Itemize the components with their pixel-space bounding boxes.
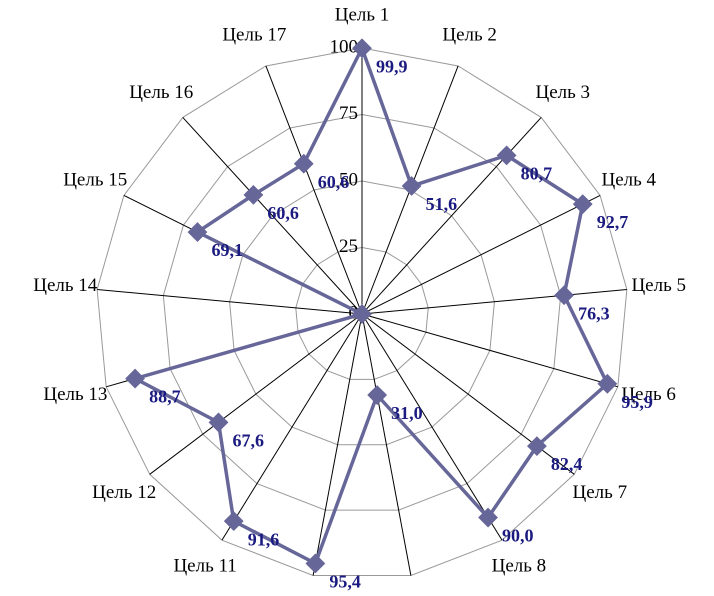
value-label: 67,6 (233, 430, 264, 450)
marker (496, 145, 517, 166)
value-label: 60,6 (267, 203, 299, 223)
category-label: Цель 1 (335, 4, 390, 25)
category-label: Цель 15 (63, 170, 127, 191)
grid-ring (229, 180, 495, 446)
marker (597, 373, 618, 394)
marker (554, 285, 574, 306)
axis-tick-label: 100 (330, 36, 359, 57)
value-label: 51,6 (426, 194, 458, 214)
value-label: 69,1 (211, 240, 243, 260)
category-label: Цель 13 (43, 384, 107, 405)
value-label: 91,6 (248, 529, 279, 549)
axis-tick-label: 75 (339, 103, 358, 124)
axis-tick-label: 50 (339, 169, 358, 190)
category-label: Цель 17 (222, 24, 286, 45)
value-label: 82,4 (551, 454, 583, 474)
spoke (149, 313, 363, 475)
spoke (361, 313, 503, 541)
category-label: Цель 3 (535, 82, 590, 103)
axis-tick-label: 25 (339, 236, 358, 257)
value-label: 60,6 (318, 172, 350, 192)
marker (367, 385, 388, 405)
marker (187, 222, 208, 242)
spoke (221, 313, 363, 541)
spoke (182, 117, 363, 315)
category-label: Цель 11 (173, 556, 236, 577)
marker (305, 553, 326, 574)
spoke (361, 288, 627, 315)
category-label: Цель 8 (492, 556, 547, 577)
grid-ring (96, 47, 628, 576)
value-label: 76,3 (578, 303, 610, 323)
marker (478, 507, 498, 528)
value-label: 88,7 (149, 387, 181, 407)
category-label: Цель 4 (601, 170, 656, 191)
grid-ring (295, 246, 429, 380)
marker (527, 436, 547, 456)
value-label: 95,9 (621, 392, 653, 412)
marker (243, 184, 264, 205)
category-label: Цель 5 (631, 275, 686, 296)
spoke (361, 313, 618, 388)
marker (293, 153, 314, 174)
value-label: 80,7 (521, 163, 553, 183)
marker (208, 412, 229, 433)
marker (352, 304, 372, 324)
spoke (97, 288, 363, 315)
category-label: Цель 16 (129, 82, 193, 103)
category-label: Цель 12 (92, 482, 156, 503)
marker (572, 194, 593, 214)
spoke (265, 65, 363, 315)
category-label: Цель 14 (33, 275, 98, 296)
category-label: Цель 7 (573, 482, 628, 503)
marker (223, 511, 244, 532)
spoke (312, 313, 363, 576)
value-label: 95,4 (329, 572, 361, 591)
value-label: 92,7 (597, 212, 629, 232)
grid-ring (162, 113, 562, 511)
category-label: Цель 2 (442, 24, 497, 45)
value-label: 31,0 (391, 403, 423, 423)
value-label: 90,0 (502, 526, 533, 546)
category-label: Цель 6 (621, 384, 676, 405)
spoke (361, 117, 542, 315)
series-line (130, 43, 610, 566)
spoke (361, 194, 601, 315)
marker (401, 176, 422, 196)
marker (125, 368, 145, 389)
value-label: 99,9 (376, 56, 408, 76)
spoke (361, 313, 412, 576)
marker (352, 38, 372, 59)
